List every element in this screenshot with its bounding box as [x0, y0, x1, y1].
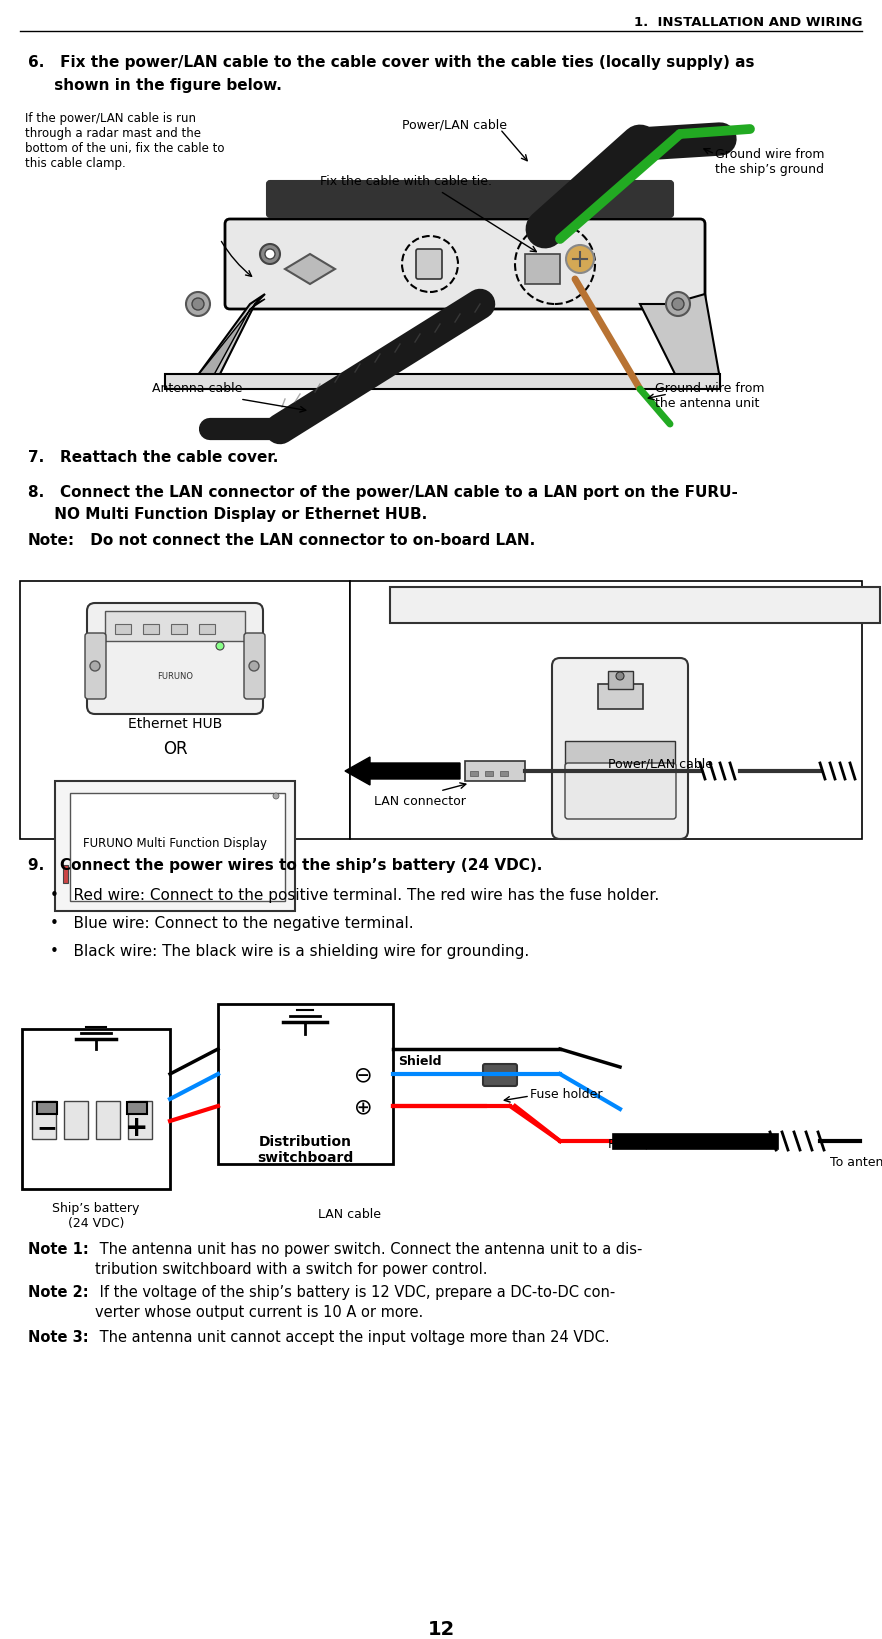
- Text: Fuse holder: Fuse holder: [530, 1087, 602, 1100]
- Text: 7.   Reattach the cable cover.: 7. Reattach the cable cover.: [28, 449, 279, 465]
- Text: Note 2:: Note 2:: [28, 1285, 88, 1300]
- Circle shape: [672, 298, 684, 311]
- Text: NO Multi Function Display or Ethernet HUB.: NO Multi Function Display or Ethernet HU…: [28, 506, 427, 521]
- Polygon shape: [165, 375, 720, 390]
- Text: If the voltage of the ship’s battery is 12 VDC, prepare a DC-to-DC con-: If the voltage of the ship’s battery is …: [95, 1285, 616, 1300]
- Text: FURUNO: FURUNO: [157, 672, 193, 682]
- FancyBboxPatch shape: [483, 1064, 517, 1087]
- Text: 1.  INSTALLATION AND WIRING: 1. INSTALLATION AND WIRING: [633, 15, 862, 28]
- Text: LAN cable: LAN cable: [318, 1208, 382, 1221]
- Text: Shield: Shield: [398, 1054, 442, 1067]
- FancyBboxPatch shape: [199, 624, 215, 634]
- Text: Ship’s battery
(24 VDC): Ship’s battery (24 VDC): [52, 1201, 139, 1229]
- Circle shape: [192, 298, 204, 311]
- Text: 9.   Connect the power wires to the ship’s battery (24 VDC).: 9. Connect the power wires to the ship’s…: [28, 857, 542, 872]
- FancyBboxPatch shape: [63, 865, 68, 883]
- FancyBboxPatch shape: [350, 582, 862, 839]
- Text: shown in the figure below.: shown in the figure below.: [28, 79, 282, 93]
- Text: Ground wire from
the antenna unit: Ground wire from the antenna unit: [655, 382, 765, 410]
- Polygon shape: [285, 210, 665, 225]
- Text: To antenna unit: To antenna unit: [830, 1155, 882, 1169]
- Text: Power/LAN cable: Power/LAN cable: [608, 757, 713, 770]
- FancyBboxPatch shape: [552, 659, 688, 839]
- Text: ⊕: ⊕: [354, 1096, 372, 1116]
- FancyBboxPatch shape: [565, 741, 675, 772]
- FancyBboxPatch shape: [20, 582, 350, 839]
- Text: FURUNO Multi Function Display: FURUNO Multi Function Display: [83, 836, 267, 849]
- Text: Fix the cable with cable tie.: Fix the cable with cable tie.: [320, 175, 492, 188]
- FancyBboxPatch shape: [171, 624, 187, 634]
- FancyBboxPatch shape: [143, 624, 159, 634]
- FancyBboxPatch shape: [416, 249, 442, 280]
- Polygon shape: [285, 254, 335, 285]
- FancyBboxPatch shape: [470, 772, 478, 777]
- Text: −: −: [36, 1115, 57, 1139]
- FancyBboxPatch shape: [32, 1101, 56, 1139]
- Text: tribution switchboard with a switch for power control.: tribution switchboard with a switch for …: [95, 1262, 488, 1277]
- Text: ⊖: ⊖: [354, 1064, 372, 1085]
- Text: •   Black wire: The black wire is a shielding wire for grounding.: • Black wire: The black wire is a shield…: [50, 944, 529, 959]
- FancyBboxPatch shape: [127, 1103, 147, 1115]
- Text: Do not connect the LAN connector to on-board LAN.: Do not connect the LAN connector to on-b…: [85, 533, 535, 547]
- Text: OR: OR: [162, 739, 187, 757]
- FancyBboxPatch shape: [87, 603, 263, 715]
- FancyBboxPatch shape: [128, 1101, 152, 1139]
- Circle shape: [249, 662, 259, 672]
- Text: The antenna unit has no power switch. Connect the antenna unit to a dis-: The antenna unit has no power switch. Co…: [95, 1241, 642, 1255]
- Circle shape: [616, 672, 624, 680]
- Text: Note:: Note:: [28, 533, 75, 547]
- Text: The antenna unit cannot accept the input voltage more than 24 VDC.: The antenna unit cannot accept the input…: [95, 1329, 609, 1344]
- FancyBboxPatch shape: [244, 634, 265, 700]
- FancyBboxPatch shape: [37, 1103, 57, 1115]
- FancyBboxPatch shape: [85, 634, 106, 700]
- Circle shape: [265, 249, 275, 261]
- FancyBboxPatch shape: [598, 685, 643, 710]
- Text: 12: 12: [428, 1619, 454, 1637]
- FancyBboxPatch shape: [70, 793, 285, 901]
- Text: +: +: [125, 1113, 149, 1141]
- Text: Distribution
switchboard: Distribution switchboard: [257, 1134, 353, 1164]
- Polygon shape: [165, 295, 265, 385]
- FancyBboxPatch shape: [485, 772, 493, 777]
- FancyBboxPatch shape: [22, 1029, 170, 1190]
- FancyArrow shape: [345, 757, 460, 785]
- Text: Ethernet HUB: Ethernet HUB: [128, 716, 222, 731]
- Text: Power/LAN cable: Power/LAN cable: [402, 118, 507, 131]
- Circle shape: [186, 293, 210, 316]
- Text: Ground wire from
the ship’s ground: Ground wire from the ship’s ground: [715, 148, 825, 175]
- Circle shape: [666, 293, 690, 316]
- FancyBboxPatch shape: [390, 588, 880, 623]
- FancyBboxPatch shape: [465, 762, 525, 782]
- Text: Power/LAN cable: Power/LAN cable: [608, 1137, 713, 1151]
- Text: •   Blue wire: Connect to the negative terminal.: • Blue wire: Connect to the negative ter…: [50, 916, 414, 931]
- FancyBboxPatch shape: [267, 182, 673, 218]
- FancyBboxPatch shape: [55, 782, 295, 911]
- Circle shape: [260, 244, 280, 266]
- FancyBboxPatch shape: [96, 1101, 120, 1139]
- FancyBboxPatch shape: [565, 764, 676, 820]
- FancyBboxPatch shape: [608, 672, 633, 690]
- Circle shape: [216, 642, 224, 651]
- FancyBboxPatch shape: [225, 220, 705, 310]
- Text: 8.   Connect the LAN connector of the power/LAN cable to a LAN port on the FURU-: 8. Connect the LAN connector of the powe…: [28, 485, 738, 500]
- Text: 6.   Fix the power/LAN cable to the cable cover with the cable ties (locally sup: 6. Fix the power/LAN cable to the cable …: [28, 56, 754, 70]
- FancyBboxPatch shape: [525, 254, 560, 285]
- FancyBboxPatch shape: [500, 772, 508, 777]
- Circle shape: [566, 246, 594, 274]
- Circle shape: [90, 662, 100, 672]
- Text: Antenna cable: Antenna cable: [152, 382, 243, 395]
- Text: Note 3:: Note 3:: [28, 1329, 88, 1344]
- Text: Note 1:: Note 1:: [28, 1241, 89, 1255]
- FancyBboxPatch shape: [105, 611, 245, 641]
- FancyBboxPatch shape: [218, 1005, 393, 1164]
- Text: •   Red wire: Connect to the positive terminal. The red wire has the fuse holder: • Red wire: Connect to the positive term…: [50, 887, 659, 903]
- Text: LAN connector: LAN connector: [374, 795, 466, 808]
- Text: If the power/LAN cable is run
through a radar mast and the
bottom of the uni, fi: If the power/LAN cable is run through a …: [25, 111, 225, 170]
- Text: verter whose output current is 10 A or more.: verter whose output current is 10 A or m…: [95, 1305, 423, 1319]
- Polygon shape: [640, 295, 720, 390]
- Circle shape: [273, 793, 279, 800]
- FancyBboxPatch shape: [64, 1101, 88, 1139]
- Polygon shape: [195, 300, 265, 384]
- FancyBboxPatch shape: [115, 624, 131, 634]
